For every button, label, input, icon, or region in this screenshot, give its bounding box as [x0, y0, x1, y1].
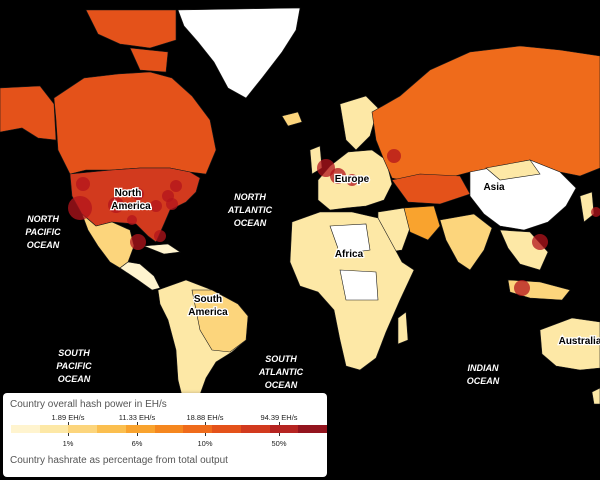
country-mongolia[interactable] [485, 159, 541, 181]
legend-title: Country overall hash power in EH/s [10, 399, 167, 410]
svg-text:PACIFIC: PACIFIC [56, 361, 92, 371]
svg-text:OCEAN: OCEAN [27, 240, 60, 250]
legend-scale-swatch [39, 425, 69, 433]
miner-marker[interactable] [514, 280, 530, 296]
legend-scale-swatch [68, 425, 98, 433]
country-canada-arctic[interactable] [85, 9, 177, 49]
country-madagascar[interactable] [397, 311, 409, 345]
country-cuba[interactable] [143, 243, 181, 255]
svg-text:America: America [188, 307, 228, 318]
svg-text:OCEAN: OCEAN [467, 376, 500, 386]
miner-marker[interactable] [170, 180, 182, 192]
ocean-label-north-atlantic: NORTH ATLANTIC OCEAN [227, 192, 273, 228]
svg-text:OCEAN: OCEAN [234, 218, 267, 228]
country-australia[interactable] [539, 317, 600, 371]
legend-percent-tick: 50% [271, 439, 287, 448]
legend-scale-swatch [125, 425, 155, 433]
legend-percent-tick: 6% [131, 439, 143, 448]
miner-marker[interactable] [150, 200, 162, 212]
svg-text:INDIAN: INDIAN [468, 363, 499, 373]
legend-hash-tick: 1.89 EH/s [51, 413, 85, 422]
legend-hash-tick: 11.33 EH/s [118, 413, 156, 422]
continent-label-south-america: South America [187, 293, 229, 320]
legend-percent-tick: 1% [62, 439, 74, 448]
svg-text:ATLANTIC: ATLANTIC [258, 367, 304, 377]
legend-scale-swatch [269, 425, 299, 433]
svg-text:North: North [115, 188, 142, 199]
miner-marker[interactable] [127, 215, 137, 225]
svg-text:OCEAN: OCEAN [58, 374, 91, 384]
country-central-america[interactable] [119, 261, 161, 291]
legend-scale-swatch [97, 425, 126, 433]
svg-text:NORTH: NORTH [234, 192, 266, 202]
legend-hash-tick: 94.39 EH/s [260, 413, 298, 422]
svg-text:SOUTH: SOUTH [265, 354, 297, 364]
svg-text:South: South [194, 294, 222, 305]
country-canada-islands[interactable] [129, 47, 169, 73]
country-scandinavia[interactable] [339, 95, 379, 151]
svg-text:PACIFIC: PACIFIC [25, 227, 61, 237]
country-alaska[interactable] [0, 85, 57, 141]
miner-marker[interactable] [76, 177, 90, 191]
legend-scale-swatch [298, 425, 328, 433]
continent-label-europe: Europe [335, 174, 370, 185]
miner-marker[interactable] [317, 159, 335, 177]
miner-marker[interactable] [68, 196, 92, 220]
continent-label-north-america: North America [110, 187, 152, 214]
ocean-label-indian: INDIAN OCEAN [467, 363, 500, 386]
miner-marker[interactable] [387, 149, 401, 163]
continent-label-australia: Australia [559, 336, 600, 347]
legend-scale-swatch [11, 425, 40, 433]
legend-scale-swatch [212, 425, 241, 433]
legend-scale-swatch [154, 425, 184, 433]
continent-label-asia: Asia [483, 182, 505, 193]
svg-text:ATLANTIC: ATLANTIC [227, 205, 273, 215]
country-brazil[interactable] [191, 289, 249, 353]
legend-percent-tick: 10% [197, 439, 213, 448]
map-legend: Country overall hash power in EH/s 1.89 … [3, 393, 328, 477]
ocean-label-north-pacific: NORTH PACIFIC OCEAN [25, 214, 61, 250]
miner-marker[interactable] [591, 207, 600, 217]
miner-marker[interactable] [132, 188, 144, 200]
country-india[interactable] [439, 213, 493, 271]
legend-scale-swatch [240, 425, 270, 433]
country-greenland[interactable] [177, 7, 301, 99]
miner-marker[interactable] [130, 234, 146, 250]
svg-text:OCEAN: OCEAN [265, 380, 298, 390]
legend-hash-tick: 18.88 EH/s [186, 413, 224, 422]
miner-marker[interactable] [346, 174, 358, 186]
country-japan[interactable] [579, 191, 595, 223]
svg-text:SOUTH: SOUTH [58, 348, 90, 358]
country-iceland[interactable] [281, 111, 303, 127]
country-iran[interactable] [403, 205, 441, 241]
country-russia[interactable] [371, 45, 600, 183]
ocean-label-south-pacific: SOUTH PACIFIC OCEAN [56, 348, 92, 384]
legend-scale-swatch [183, 425, 213, 433]
miner-marker[interactable] [532, 234, 548, 250]
legend-footnote: Country hashrate as percentage from tota… [10, 455, 228, 466]
country-kazakhstan[interactable] [391, 173, 471, 205]
svg-text:NORTH: NORTH [27, 214, 59, 224]
ocean-label-south-atlantic: SOUTH ATLANTIC OCEAN [258, 354, 304, 390]
miner-markers [68, 149, 600, 296]
miner-marker[interactable] [108, 197, 124, 213]
miner-marker[interactable] [166, 198, 178, 210]
country-libya-region[interactable] [329, 223, 371, 255]
miner-marker[interactable] [154, 230, 166, 242]
country-central-africa[interactable] [339, 269, 379, 301]
continent-label-africa: Africa [335, 249, 364, 260]
miner-marker[interactable] [330, 168, 346, 184]
country-canada[interactable] [53, 71, 217, 175]
svg-text:America: America [111, 201, 151, 212]
country-new-zealand[interactable] [591, 387, 600, 405]
legend-color-scale [11, 425, 328, 433]
